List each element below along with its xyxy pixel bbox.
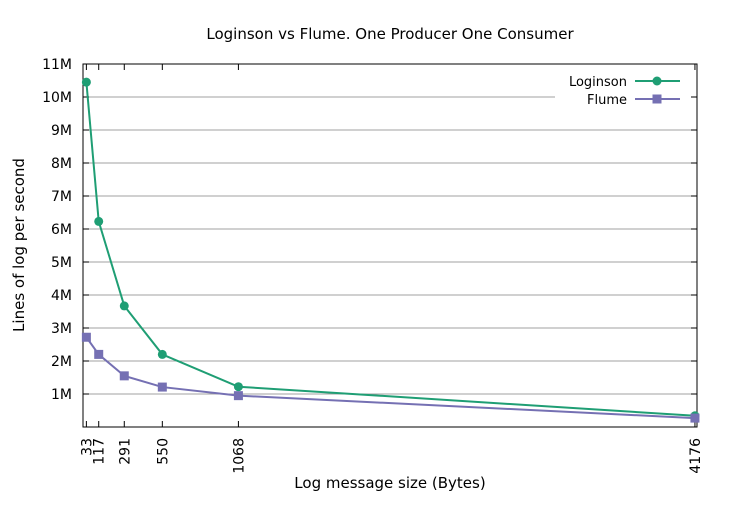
- y-tick-label: 11M: [42, 57, 72, 73]
- series-layer: [81, 77, 700, 423]
- legend-label: Loginson: [569, 75, 627, 90]
- x-tick-label: 33: [79, 438, 95, 456]
- y-tick-label: 6M: [51, 222, 72, 238]
- y-axis-ticks: 1M 2M 3M 4M 5M 6M 7M 8M 9M 10M 11M: [42, 57, 697, 403]
- grid: [83, 96, 697, 395]
- series-flume: [81, 332, 700, 423]
- data-point: [119, 301, 129, 311]
- legend-marker: [652, 76, 662, 86]
- data-point: [81, 77, 91, 87]
- y-axis-label: Lines of log per second: [10, 158, 28, 332]
- chart-title: Loginson vs Flume. One Producer One Cons…: [206, 25, 574, 43]
- y-tick-label: 7M: [51, 189, 72, 205]
- data-point: [233, 382, 243, 392]
- x-tick-label: 117: [92, 438, 108, 465]
- x-tick-label: 291: [117, 438, 133, 465]
- data-point: [690, 413, 700, 423]
- legend-label: Flume: [587, 93, 627, 108]
- y-tick-label: 2M: [51, 354, 72, 370]
- data-point: [157, 382, 167, 392]
- y-tick-label: 3M: [51, 321, 72, 337]
- x-tick-label: 550: [155, 438, 171, 465]
- legend: Loginson Flume: [569, 75, 680, 108]
- y-tick-label: 9M: [51, 123, 72, 139]
- y-tick-label: 4M: [51, 288, 72, 304]
- data-point: [81, 332, 91, 342]
- data-point: [94, 216, 104, 226]
- data-point: [233, 391, 243, 401]
- y-tick-label: 5M: [51, 255, 72, 271]
- data-point: [94, 349, 104, 359]
- series-line: [85, 336, 695, 420]
- x-axis-label: Log message size (Bytes): [294, 474, 485, 492]
- series-loginson: [81, 77, 700, 421]
- y-tick-label: 10M: [42, 90, 72, 106]
- x-tick-label: 1068: [231, 438, 247, 474]
- y-tick-label: 1M: [51, 387, 72, 403]
- data-point: [119, 371, 129, 381]
- data-point: [157, 349, 167, 359]
- y-tick-label: 8M: [51, 156, 72, 172]
- x-tick-label: 4176: [688, 438, 704, 474]
- series-line: [85, 82, 696, 417]
- legend-marker: [652, 94, 662, 104]
- plot-frame: [82, 63, 698, 428]
